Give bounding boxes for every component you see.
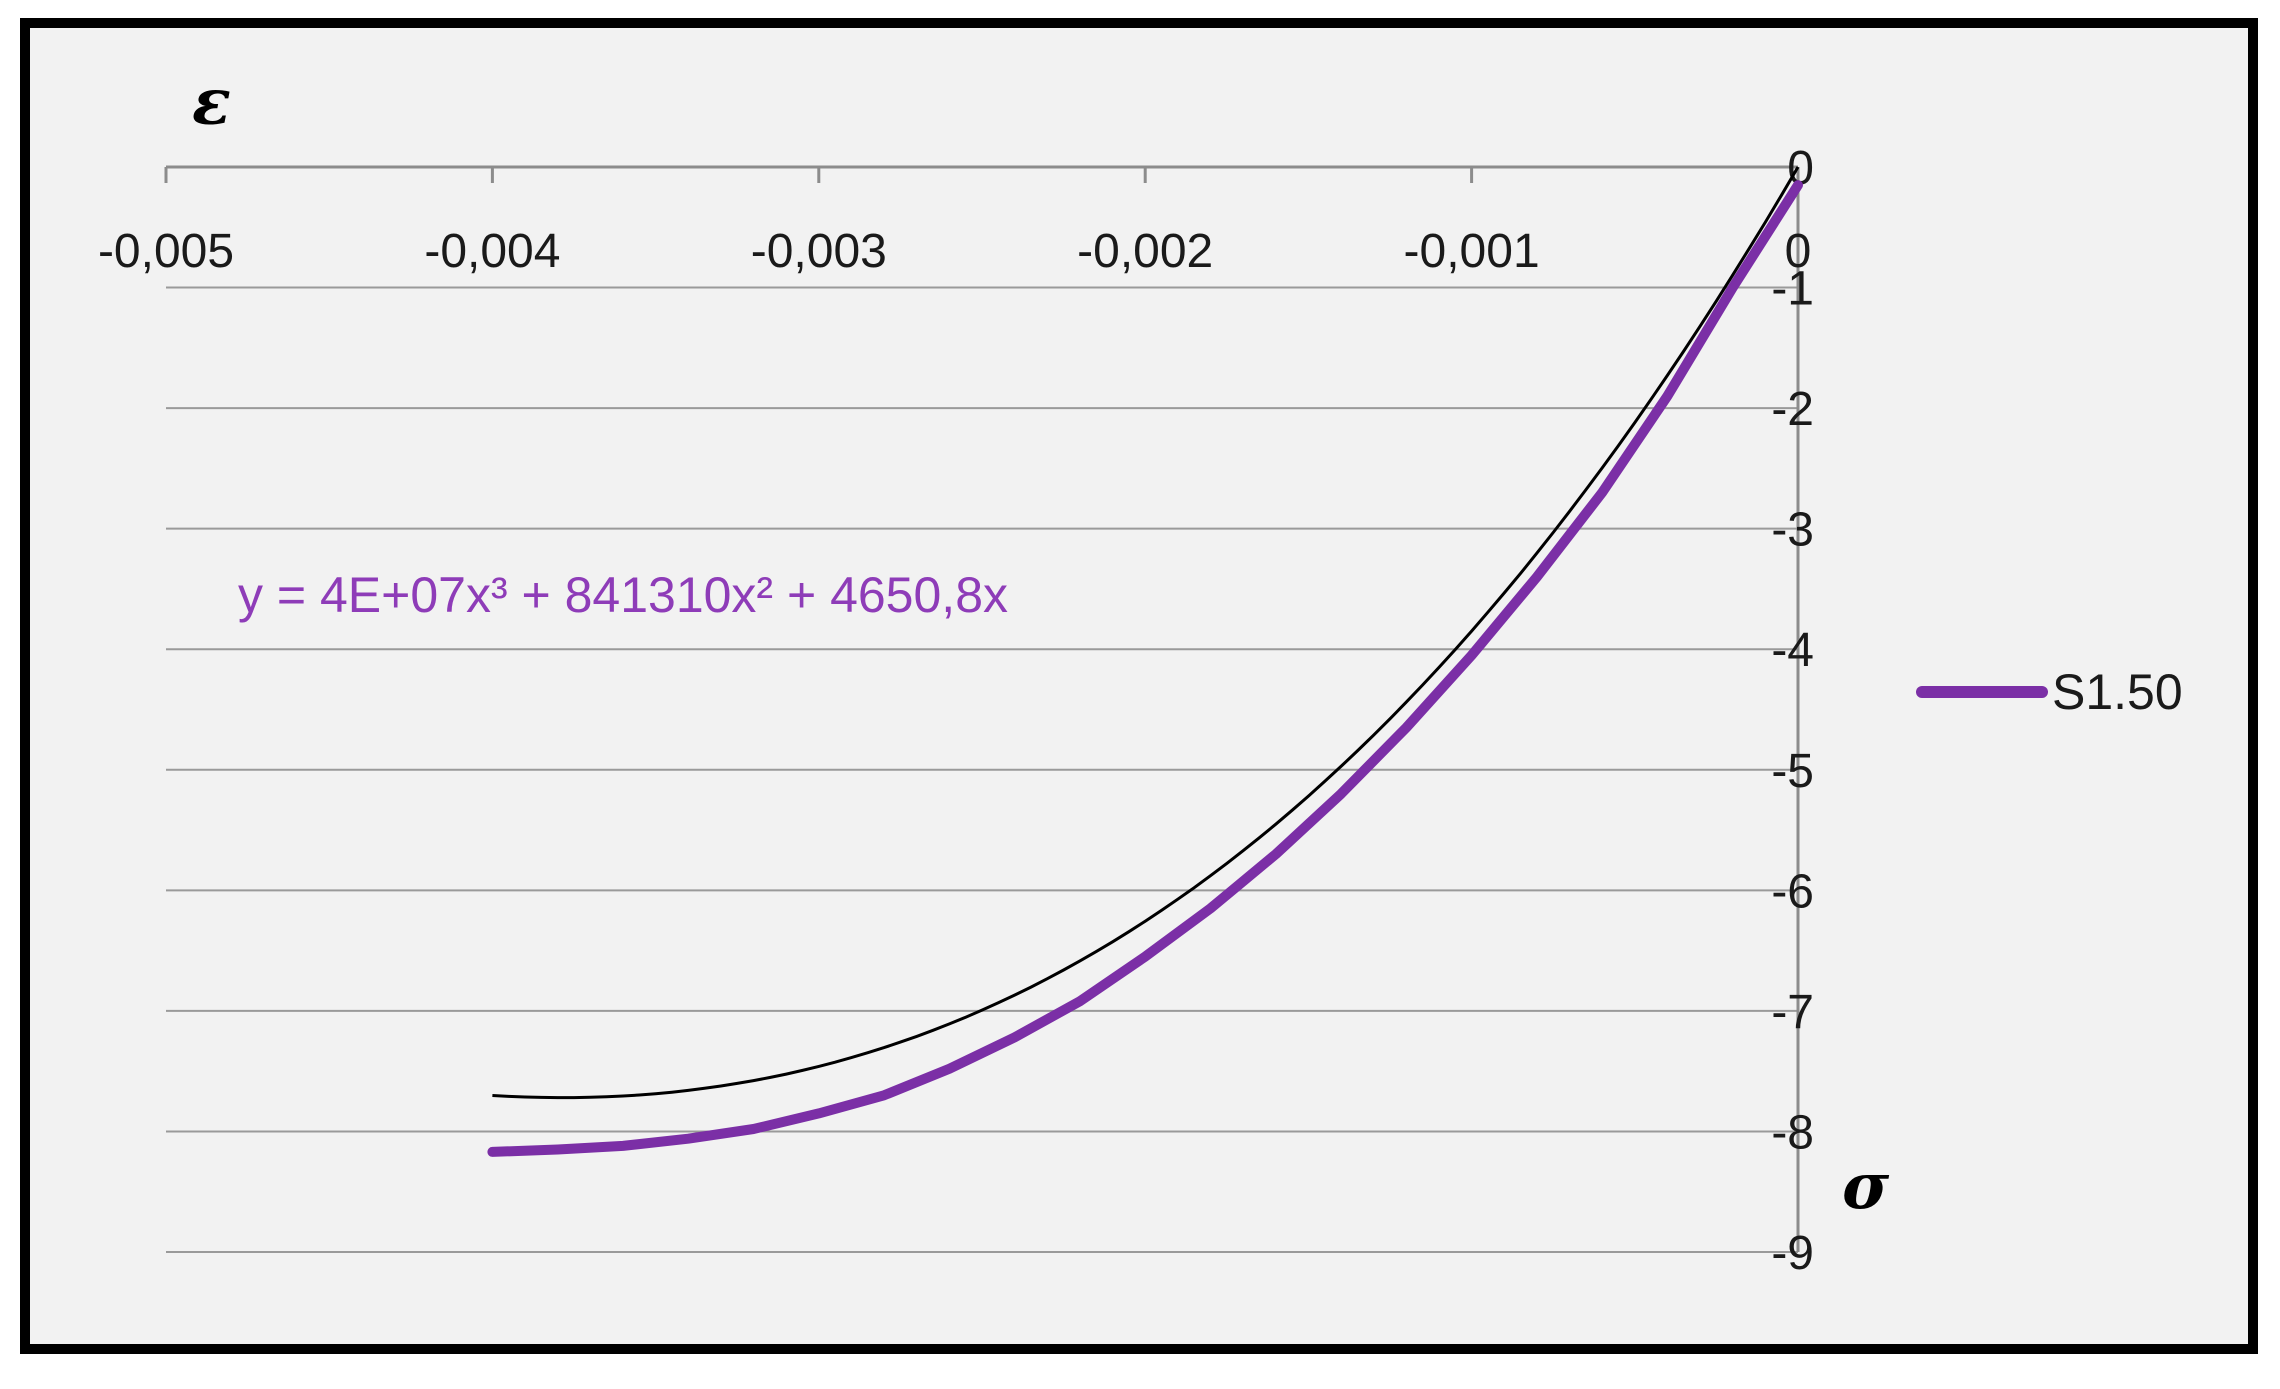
x-axis-label: σ	[1842, 1149, 1890, 1224]
y-tick-label: -8	[1771, 1106, 1814, 1159]
legend: S1.50	[1916, 664, 2183, 720]
series-line	[487, 180, 1803, 1157]
y-tick-label: -7	[1771, 986, 1814, 1039]
x-tick-label: 0	[1785, 225, 1812, 278]
legend-label: S1.50	[2052, 664, 2183, 720]
x-tick-label: -0,002	[1077, 225, 1213, 278]
y-tick-label: -9	[1771, 1227, 1814, 1280]
x-tick-label: -0,001	[1404, 225, 1540, 278]
gridlines	[166, 166, 1798, 1253]
trendline-equation: y = 4E+07x³ + 841310x² + 4650,8x	[238, 567, 1008, 623]
y-tick-label: -1	[1771, 263, 1814, 316]
y-tick-labels: 0-1 -2 -3 -4 -5 -6 -7 -8 -9	[1771, 142, 1814, 1280]
y-tick-label: -6	[1771, 865, 1814, 918]
y-tick-label: -3	[1771, 504, 1814, 557]
x-tick-label: -0,004	[424, 225, 560, 278]
x-tick-labels: -0,005 -0,004 -0,003 -0,002 -0,001 0	[98, 225, 1811, 278]
series-lines	[487, 166, 1803, 1157]
x-tick-label: -0,003	[751, 225, 887, 278]
y-tick-label: -5	[1771, 745, 1814, 798]
trendline	[492, 166, 1800, 1100]
y-tick-label: -2	[1771, 383, 1814, 436]
axes	[164, 165, 1800, 1252]
y-axis-label: ε	[192, 65, 231, 140]
x-tick-label: -0,005	[98, 225, 234, 278]
y-tick-label: -4	[1771, 624, 1814, 677]
